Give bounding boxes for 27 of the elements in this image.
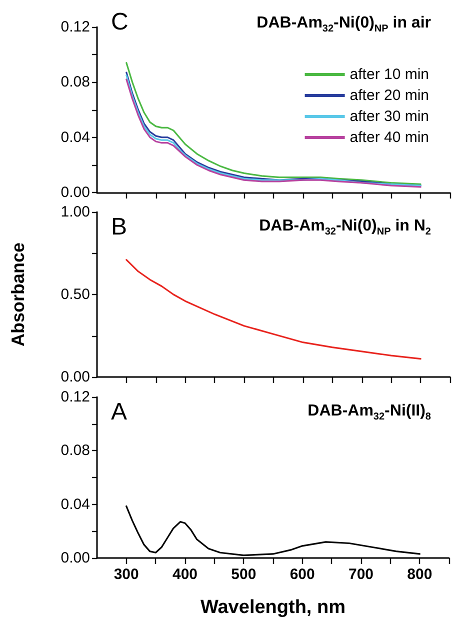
y-tick-label: 0.12 — [60, 18, 90, 36]
annotation: B — [111, 214, 128, 240]
y-tick-label: 0.08 — [60, 442, 90, 460]
y-axis-title: Absorbance — [8, 242, 28, 347]
annotation: C — [111, 8, 128, 36]
x-tick-label: 500 — [231, 566, 256, 583]
x-tick-label: 300 — [114, 566, 139, 583]
y-tick-label: 0.50 — [60, 286, 90, 303]
y-tick-label: 0.04 — [60, 128, 90, 146]
legend-label: after 30 min — [350, 108, 430, 125]
legend-label: after 40 min — [350, 129, 430, 146]
y-tick-label: 1.00 — [60, 204, 90, 220]
annotation: A — [111, 398, 128, 426]
y-tick-label: 0.00 — [60, 550, 90, 566]
y-tick-label: 0.08 — [60, 74, 90, 91]
y-tick-label: 0.00 — [60, 184, 90, 201]
x-tick-label: 700 — [348, 566, 374, 583]
y-tick-label: 0.04 — [60, 496, 90, 513]
x-tick-label: 600 — [290, 566, 315, 583]
line-series — [126, 259, 422, 360]
x-tick-label: 800 — [407, 566, 432, 583]
legend-label: after 10 min — [350, 66, 430, 83]
y-tick-label: 0.00 — [60, 368, 90, 386]
x-tick-label: 400 — [172, 566, 198, 583]
y-tick-label: 0.12 — [60, 388, 90, 406]
legend-label: after 20 min — [350, 87, 430, 104]
x-axis-title: Wavelength, nm — [200, 597, 346, 618]
